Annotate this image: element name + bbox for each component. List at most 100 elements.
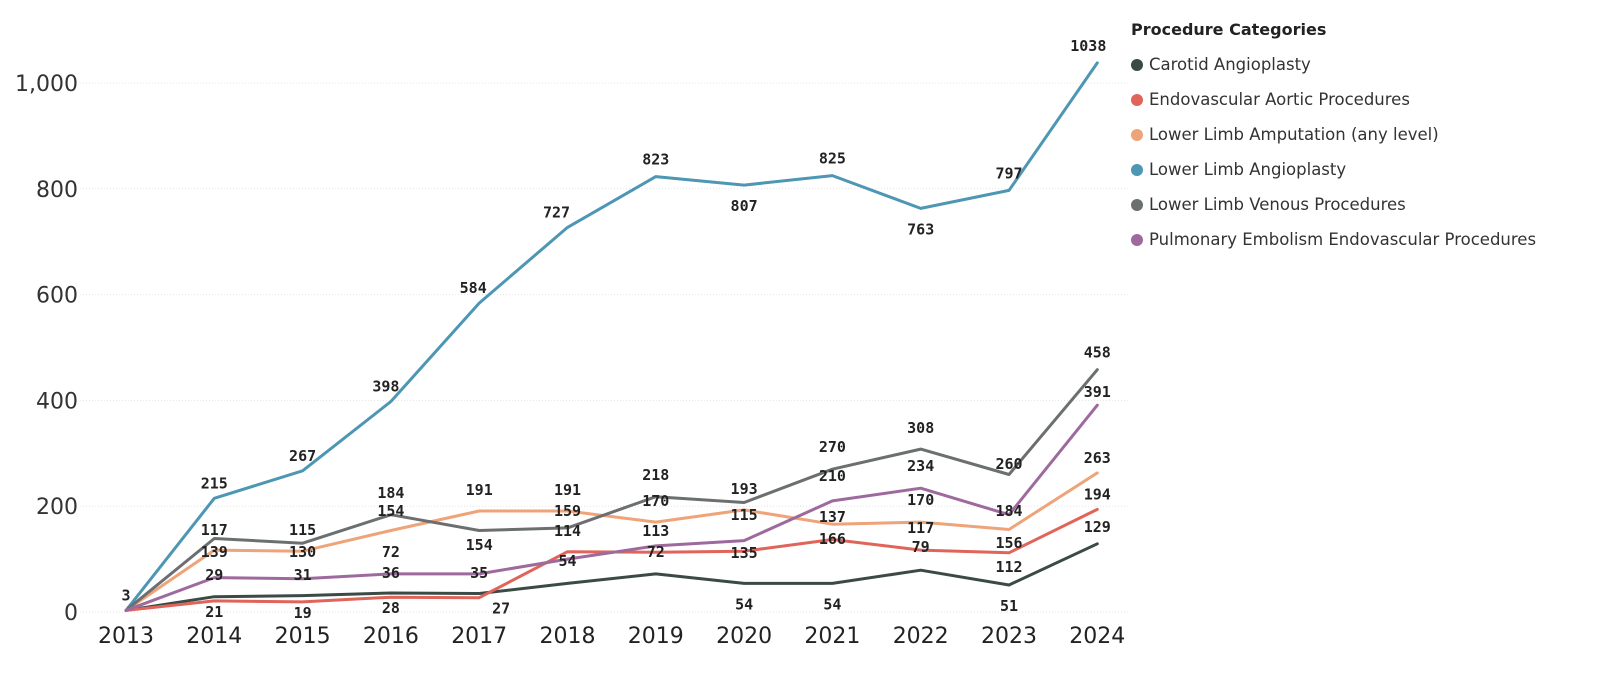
data-label: 21 bbox=[205, 603, 223, 621]
legend-label: Pulmonary Embolism Endovascular Procedur… bbox=[1149, 230, 1537, 249]
legend-dot-icon bbox=[1131, 93, 1143, 106]
y-axis: 0 200 400 600 800 1,000 bbox=[15, 72, 78, 626]
data-label: 19 bbox=[294, 604, 312, 622]
data-label: 727 bbox=[543, 203, 570, 221]
data-label: 31 bbox=[294, 566, 312, 584]
x-tick-label: 2015 bbox=[275, 624, 331, 649]
data-label: 54 bbox=[823, 595, 841, 613]
legend-dot-icon bbox=[1131, 198, 1143, 211]
data-label: 234 bbox=[907, 457, 934, 475]
series-line-4 bbox=[124, 368, 1099, 612]
data-label: 35 bbox=[470, 564, 488, 582]
legend-label: Carotid Angioplasty bbox=[1149, 55, 1311, 74]
data-label: 54 bbox=[735, 595, 753, 613]
data-label: 584 bbox=[460, 279, 487, 297]
data-label: 191 bbox=[466, 481, 493, 499]
data-label: 154 bbox=[377, 502, 404, 520]
data-label: 763 bbox=[907, 220, 934, 238]
data-label: 263 bbox=[1084, 449, 1111, 467]
x-tick-label: 2019 bbox=[628, 624, 684, 649]
legend-title: Procedure Categories bbox=[1131, 20, 1327, 39]
x-tick-label: 2023 bbox=[981, 624, 1037, 649]
data-label: 156 bbox=[995, 534, 1022, 552]
data-label: 391 bbox=[1084, 383, 1111, 401]
series-lines bbox=[124, 61, 1099, 612]
legend-item[interactable]: Endovascular Aortic Procedures bbox=[1131, 82, 1536, 117]
data-label: 260 bbox=[995, 455, 1022, 473]
legend-item[interactable]: Lower Limb Venous Procedures bbox=[1131, 187, 1536, 222]
data-label: 117 bbox=[201, 521, 228, 539]
legend-item[interactable]: Pulmonary Embolism Endovascular Procedur… bbox=[1131, 222, 1536, 257]
data-label: 218 bbox=[642, 466, 669, 484]
data-label: 807 bbox=[731, 197, 758, 215]
data-label: 130 bbox=[289, 543, 316, 561]
data-label: 166 bbox=[819, 530, 846, 548]
legend-dot-icon bbox=[1131, 233, 1143, 246]
data-label: 191 bbox=[554, 481, 581, 499]
y-tick-label: 600 bbox=[36, 284, 78, 309]
legend-item[interactable]: Lower Limb Angioplasty bbox=[1131, 152, 1536, 187]
data-label: 72 bbox=[382, 543, 400, 561]
data-label: 154 bbox=[466, 536, 493, 554]
y-tick-label: 1,000 bbox=[15, 72, 78, 97]
legend-dot-icon bbox=[1131, 128, 1143, 141]
x-tick-label: 2022 bbox=[893, 624, 949, 649]
data-label: 72 bbox=[647, 543, 665, 561]
data-label: 825 bbox=[819, 150, 846, 168]
y-tick-label: 0 bbox=[64, 601, 78, 626]
data-label: 270 bbox=[819, 438, 846, 456]
legend-item[interactable]: Carotid Angioplasty bbox=[1131, 47, 1536, 82]
x-axis: 2013 2014 2015 2016 2017 2018 2019 2020 2021 2022… bbox=[98, 624, 1125, 649]
y-tick-label: 400 bbox=[36, 389, 78, 414]
data-label: 117 bbox=[907, 519, 934, 537]
data-label: 27 bbox=[492, 600, 510, 618]
series-line-5 bbox=[124, 403, 1099, 612]
data-label: 115 bbox=[731, 506, 758, 524]
data-label: 137 bbox=[819, 508, 846, 526]
legend-label: Lower Limb Amputation (any level) bbox=[1149, 125, 1439, 144]
series-line-3 bbox=[124, 61, 1099, 612]
legend-label: Lower Limb Angioplasty bbox=[1149, 160, 1347, 179]
data-label: 54 bbox=[558, 552, 576, 570]
data-label: 797 bbox=[995, 164, 1022, 182]
data-label: 135 bbox=[731, 544, 758, 562]
data-label: 210 bbox=[819, 467, 846, 485]
data-label: 184 bbox=[995, 502, 1022, 520]
data-label: 458 bbox=[1084, 344, 1111, 362]
x-tick-label: 2021 bbox=[804, 624, 860, 649]
series-line-0 bbox=[124, 542, 1099, 612]
data-label: 215 bbox=[201, 474, 228, 492]
data-label: 398 bbox=[372, 377, 399, 395]
data-label: 36 bbox=[382, 564, 400, 582]
data-label: 184 bbox=[377, 484, 404, 502]
data-label: 115 bbox=[289, 521, 316, 539]
legend-items: Carotid Angioplasty Endovascular Aortic P… bbox=[1131, 47, 1536, 257]
data-label: 267 bbox=[289, 447, 316, 465]
legend-item[interactable]: Lower Limb Amputation (any level) bbox=[1131, 117, 1536, 152]
data-label: 112 bbox=[995, 558, 1022, 576]
x-tick-label: 2017 bbox=[451, 624, 507, 649]
data-labels: 54 54 51 129 21 19 28 27 194 263 3 215 267 398 584 727 8… bbox=[121, 37, 1110, 622]
data-label: 1038 bbox=[1070, 37, 1106, 55]
x-tick-label: 2020 bbox=[716, 624, 772, 649]
y-tick-label: 800 bbox=[36, 178, 78, 203]
legend-dot-icon bbox=[1131, 163, 1143, 176]
legend-dot-icon bbox=[1131, 58, 1143, 71]
data-label: 129 bbox=[1084, 518, 1111, 536]
data-label: 113 bbox=[642, 522, 669, 540]
data-label: 28 bbox=[382, 599, 400, 617]
data-label: 170 bbox=[907, 491, 934, 509]
x-tick-label: 2014 bbox=[186, 624, 242, 649]
x-tick-label: 2018 bbox=[540, 624, 596, 649]
x-tick-label: 2016 bbox=[363, 624, 419, 649]
data-label: 193 bbox=[731, 480, 758, 498]
data-label: 29 bbox=[205, 566, 223, 584]
grid-lines bbox=[80, 82, 1130, 613]
data-label: 194 bbox=[1084, 485, 1111, 503]
series-line-2 bbox=[124, 471, 1099, 612]
data-label: 159 bbox=[554, 502, 581, 520]
data-label: 823 bbox=[642, 151, 669, 169]
legend: Procedure Categories Carotid Angioplasty… bbox=[1131, 20, 1536, 257]
legend-label: Lower Limb Venous Procedures bbox=[1149, 195, 1406, 214]
